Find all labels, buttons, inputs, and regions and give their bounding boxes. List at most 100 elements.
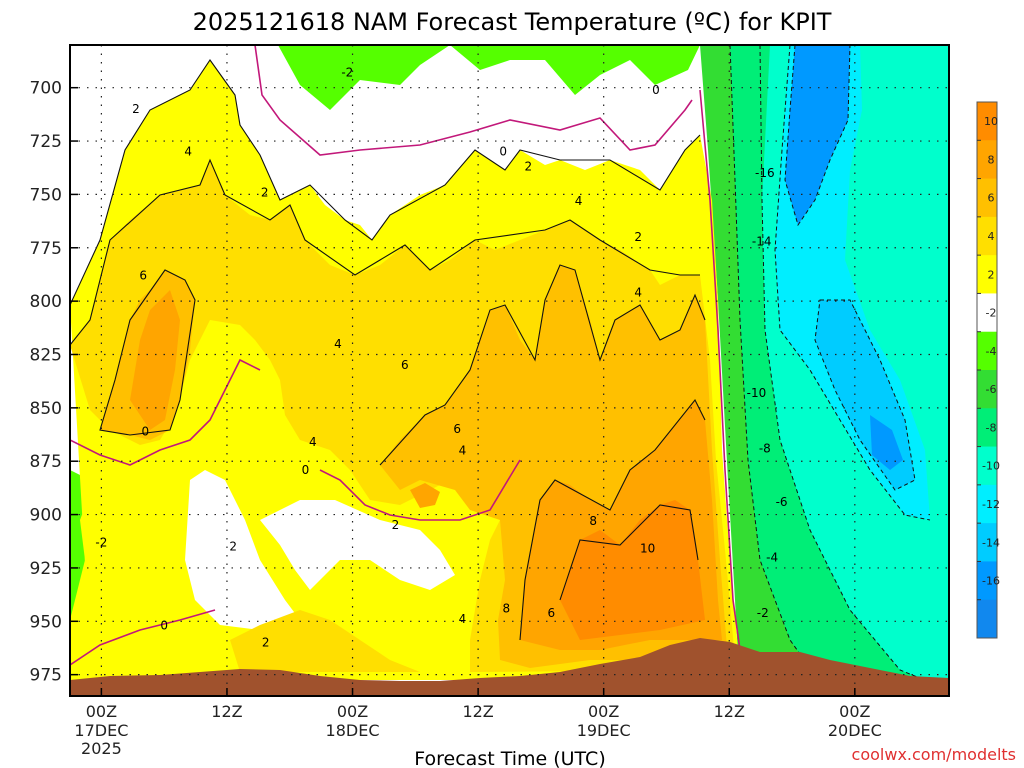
colorbar-label-1: 8 [988, 153, 995, 166]
contour-label-26: 4 [459, 444, 467, 458]
x-tick-date-0: 17DEC [74, 721, 128, 740]
contour-label-5: -4 [766, 550, 778, 564]
y-tick-label-825: 825 [30, 345, 62, 365]
contour-label-9: 0 [499, 145, 507, 159]
contour-minus4 [729, 45, 831, 696]
contour-10 [559, 504, 699, 601]
x-tick-label-24: 00Z [337, 702, 368, 721]
y-tick-label-775: 775 [30, 239, 62, 259]
x-tick-label-48: 00Z [588, 702, 619, 721]
contour-0-upper [254, 45, 693, 156]
plot-frame [69, 44, 950, 697]
x-tick-label-72: 00Z [839, 702, 870, 721]
contour-label-25: 4 [309, 435, 317, 449]
colorbar: 10 8 6 4 2 -2 -4 -6 -8 -10 -12 -14 -16 [976, 101, 1000, 639]
contour-label-33: 8 [503, 601, 511, 615]
colorbar-swatch-9 [977, 446, 997, 486]
y-tick-label-900: 900 [30, 506, 62, 526]
region-minus14-upper [785, 45, 850, 225]
x-tick-year-0: 2025 [81, 739, 122, 758]
colorbar-label-10: -12 [982, 498, 1000, 511]
contour-label-14: 2 [132, 102, 140, 116]
contour-labels: -16 -14 -10 -8 -6 -4 -2 -2 -2 0 0 0 0 0 2 2 2 2 2 2 2 4 4 4 4 4 4 4… [95, 66, 787, 650]
colorbar-swatch-2 [977, 178, 997, 218]
contour-2 [70, 59, 701, 306]
contour-minus12 [774, 45, 931, 521]
contour-label-0: -16 [755, 166, 775, 180]
colorbar-label-8: -8 [986, 421, 997, 434]
x-tick-date-24: 18DEC [326, 721, 380, 740]
colorbar-swatch-3 [977, 216, 997, 256]
contour-4 [70, 158, 700, 346]
contour-label-29: 6 [401, 358, 409, 372]
contour-label-22: 4 [575, 194, 583, 208]
freezing-contours [70, 45, 741, 666]
colorbar-swatch-0 [977, 102, 997, 141]
colorbar-label-4: 2 [988, 268, 995, 281]
contour-label-30: 6 [453, 422, 461, 436]
y-tick-label-925: 925 [30, 559, 62, 579]
colorbar-label-12: -16 [982, 575, 1000, 588]
region-white-lower-center [185, 470, 300, 630]
contour-label-34: 10 [640, 542, 655, 556]
y-axis: 700 725 750 775 800 825 850 875 900 925 950 975 [30, 79, 78, 686]
contour-minus16 [784, 45, 851, 227]
x-tick-label-36: 12Z [462, 702, 493, 721]
region-plus10 [560, 500, 705, 640]
chart-title: 2025121618 NAM Forecast Temperature (ºC)… [193, 8, 832, 36]
negative-contours [729, 45, 949, 696]
colorbar-label-5: -2 [986, 307, 997, 320]
contour-label-11: 0 [142, 424, 150, 438]
colorbar-swatch-4 [977, 255, 997, 294]
colorbar-swatch-8 [977, 408, 997, 448]
x-axis-title: Forecast Time (UTC) [414, 748, 605, 768]
contour-label-18: 2 [392, 518, 400, 532]
contour-label-19: 2 [229, 540, 237, 554]
x-tick-date-48: 19DEC [577, 721, 631, 740]
credit-link[interactable]: coolwx.com/modelts [852, 745, 1016, 764]
y-tick-label-725: 725 [30, 132, 62, 152]
contour-label-13: 0 [160, 619, 168, 633]
region-plus6-west-core [130, 290, 180, 430]
contour-label-3: -8 [759, 441, 771, 455]
y-tick-label-950: 950 [30, 612, 62, 632]
x-tick-label-12: 12Z [211, 702, 242, 721]
contour-label-8: -2 [95, 535, 107, 549]
contour-label-21: 4 [184, 145, 192, 159]
contour-label-17: 2 [634, 230, 642, 244]
contour-label-6: -2 [757, 606, 769, 620]
terrain-surface [70, 638, 949, 696]
contour-label-15: 2 [261, 185, 269, 199]
x-tick-label-60: 12Z [714, 702, 745, 721]
x-tick-label-0: 00Z [86, 702, 117, 721]
y-tick-label-875: 875 [30, 452, 62, 472]
x-tick-date-72: 20DEC [828, 721, 882, 740]
colorbar-swatch-10 [977, 484, 997, 524]
contour-label-31: 6 [548, 606, 556, 620]
contour-label-1: -14 [752, 234, 772, 248]
y-tick-label-700: 700 [30, 79, 62, 99]
contour-minus14 [814, 299, 916, 491]
y-tick-label-800: 800 [30, 292, 62, 312]
contour-label-4: -6 [776, 495, 788, 509]
colorbar-label-3: 4 [988, 230, 995, 243]
contour-label-32: 8 [589, 514, 597, 528]
colorbar-label-9: -10 [982, 460, 1000, 473]
contour-label-28: 6 [139, 269, 147, 283]
region-plus8-blob [410, 483, 440, 508]
colorbar-label-11: -14 [982, 536, 1000, 549]
colorbar-swatch-13 [977, 599, 997, 639]
contour-8 [519, 398, 706, 641]
y-tick-label-975: 975 [30, 666, 62, 686]
y-tick-label-850: 850 [30, 399, 62, 419]
colorbar-label-2: 6 [988, 192, 995, 205]
contour-label-24: 4 [334, 337, 342, 351]
colorbar-swatch-11 [977, 523, 997, 562]
plot-area: -16 -14 -10 -8 -6 -4 -2 -2 -2 0 0 0 0 0 2 2 2 2 2 2 2 4 4 4 4 4 4 4… [70, 45, 949, 696]
colorbar-swatch-5 [977, 293, 997, 333]
colorbar-swatch-1 [977, 140, 997, 180]
contour-label-12: 0 [302, 463, 310, 477]
region-plus4-lower [230, 610, 420, 672]
